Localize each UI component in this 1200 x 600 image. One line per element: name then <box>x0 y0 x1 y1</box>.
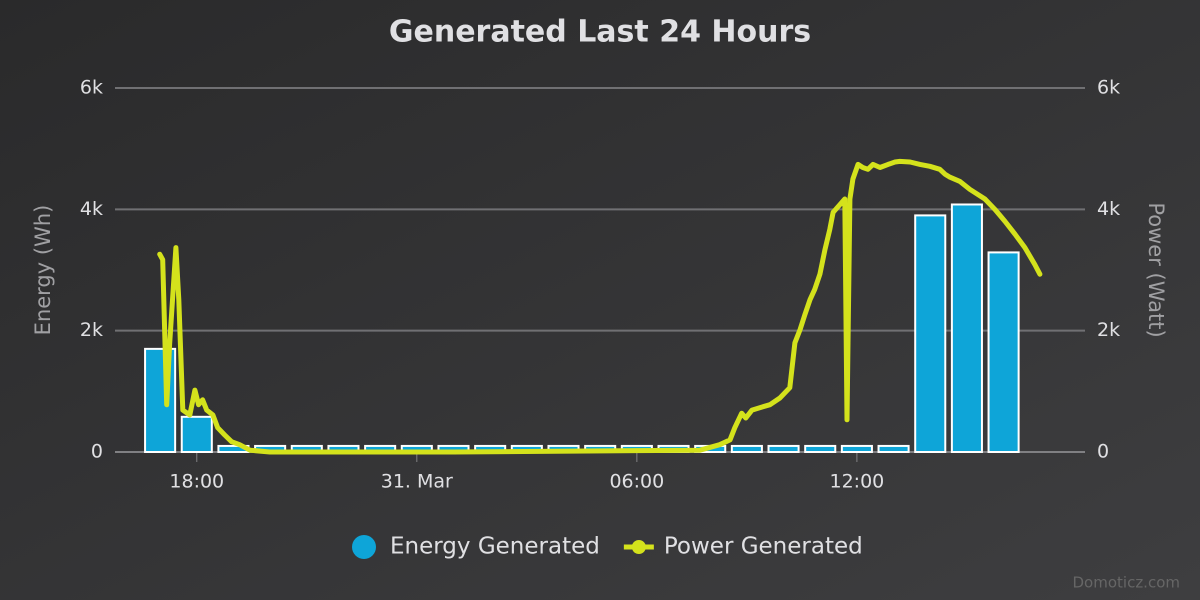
bar <box>730 444 763 453</box>
legend-marker <box>631 540 646 554</box>
y-tick-label: 2k <box>80 319 103 341</box>
y-axis-title: Energy (Wh) <box>31 205 55 336</box>
x-tick-label: 06:00 <box>609 471 664 493</box>
y-tick-label: 4k <box>80 198 103 220</box>
bar <box>180 415 213 453</box>
y2-axis-title: Power (Watt) <box>1144 202 1168 337</box>
x-tick-label: 31. Mar <box>381 471 453 493</box>
bar <box>767 444 800 453</box>
chart-title: Generated Last 24 Hours <box>389 15 811 50</box>
bar <box>804 444 837 453</box>
y-tick-label: 0 <box>91 441 103 463</box>
x-tick-label: 12:00 <box>830 471 885 493</box>
bar <box>950 203 983 453</box>
bar <box>877 444 910 453</box>
line <box>157 158 1043 455</box>
y2-tick-label: 6k <box>1097 77 1120 99</box>
y2-tick-label: 0 <box>1097 441 1109 463</box>
bar <box>987 251 1020 453</box>
bar <box>840 444 873 453</box>
bar <box>914 214 947 453</box>
y2-tick-label: 2k <box>1097 319 1120 341</box>
x-tick-label: 18:00 <box>169 471 224 493</box>
legend-marker <box>352 535 376 559</box>
legend-label: Power Generated <box>664 534 863 560</box>
y2-tick-label: 4k <box>1097 198 1120 220</box>
legend-label: Energy Generated <box>390 534 600 560</box>
y-tick-label: 6k <box>80 77 103 99</box>
credits: Domoticz.com <box>1073 574 1181 592</box>
